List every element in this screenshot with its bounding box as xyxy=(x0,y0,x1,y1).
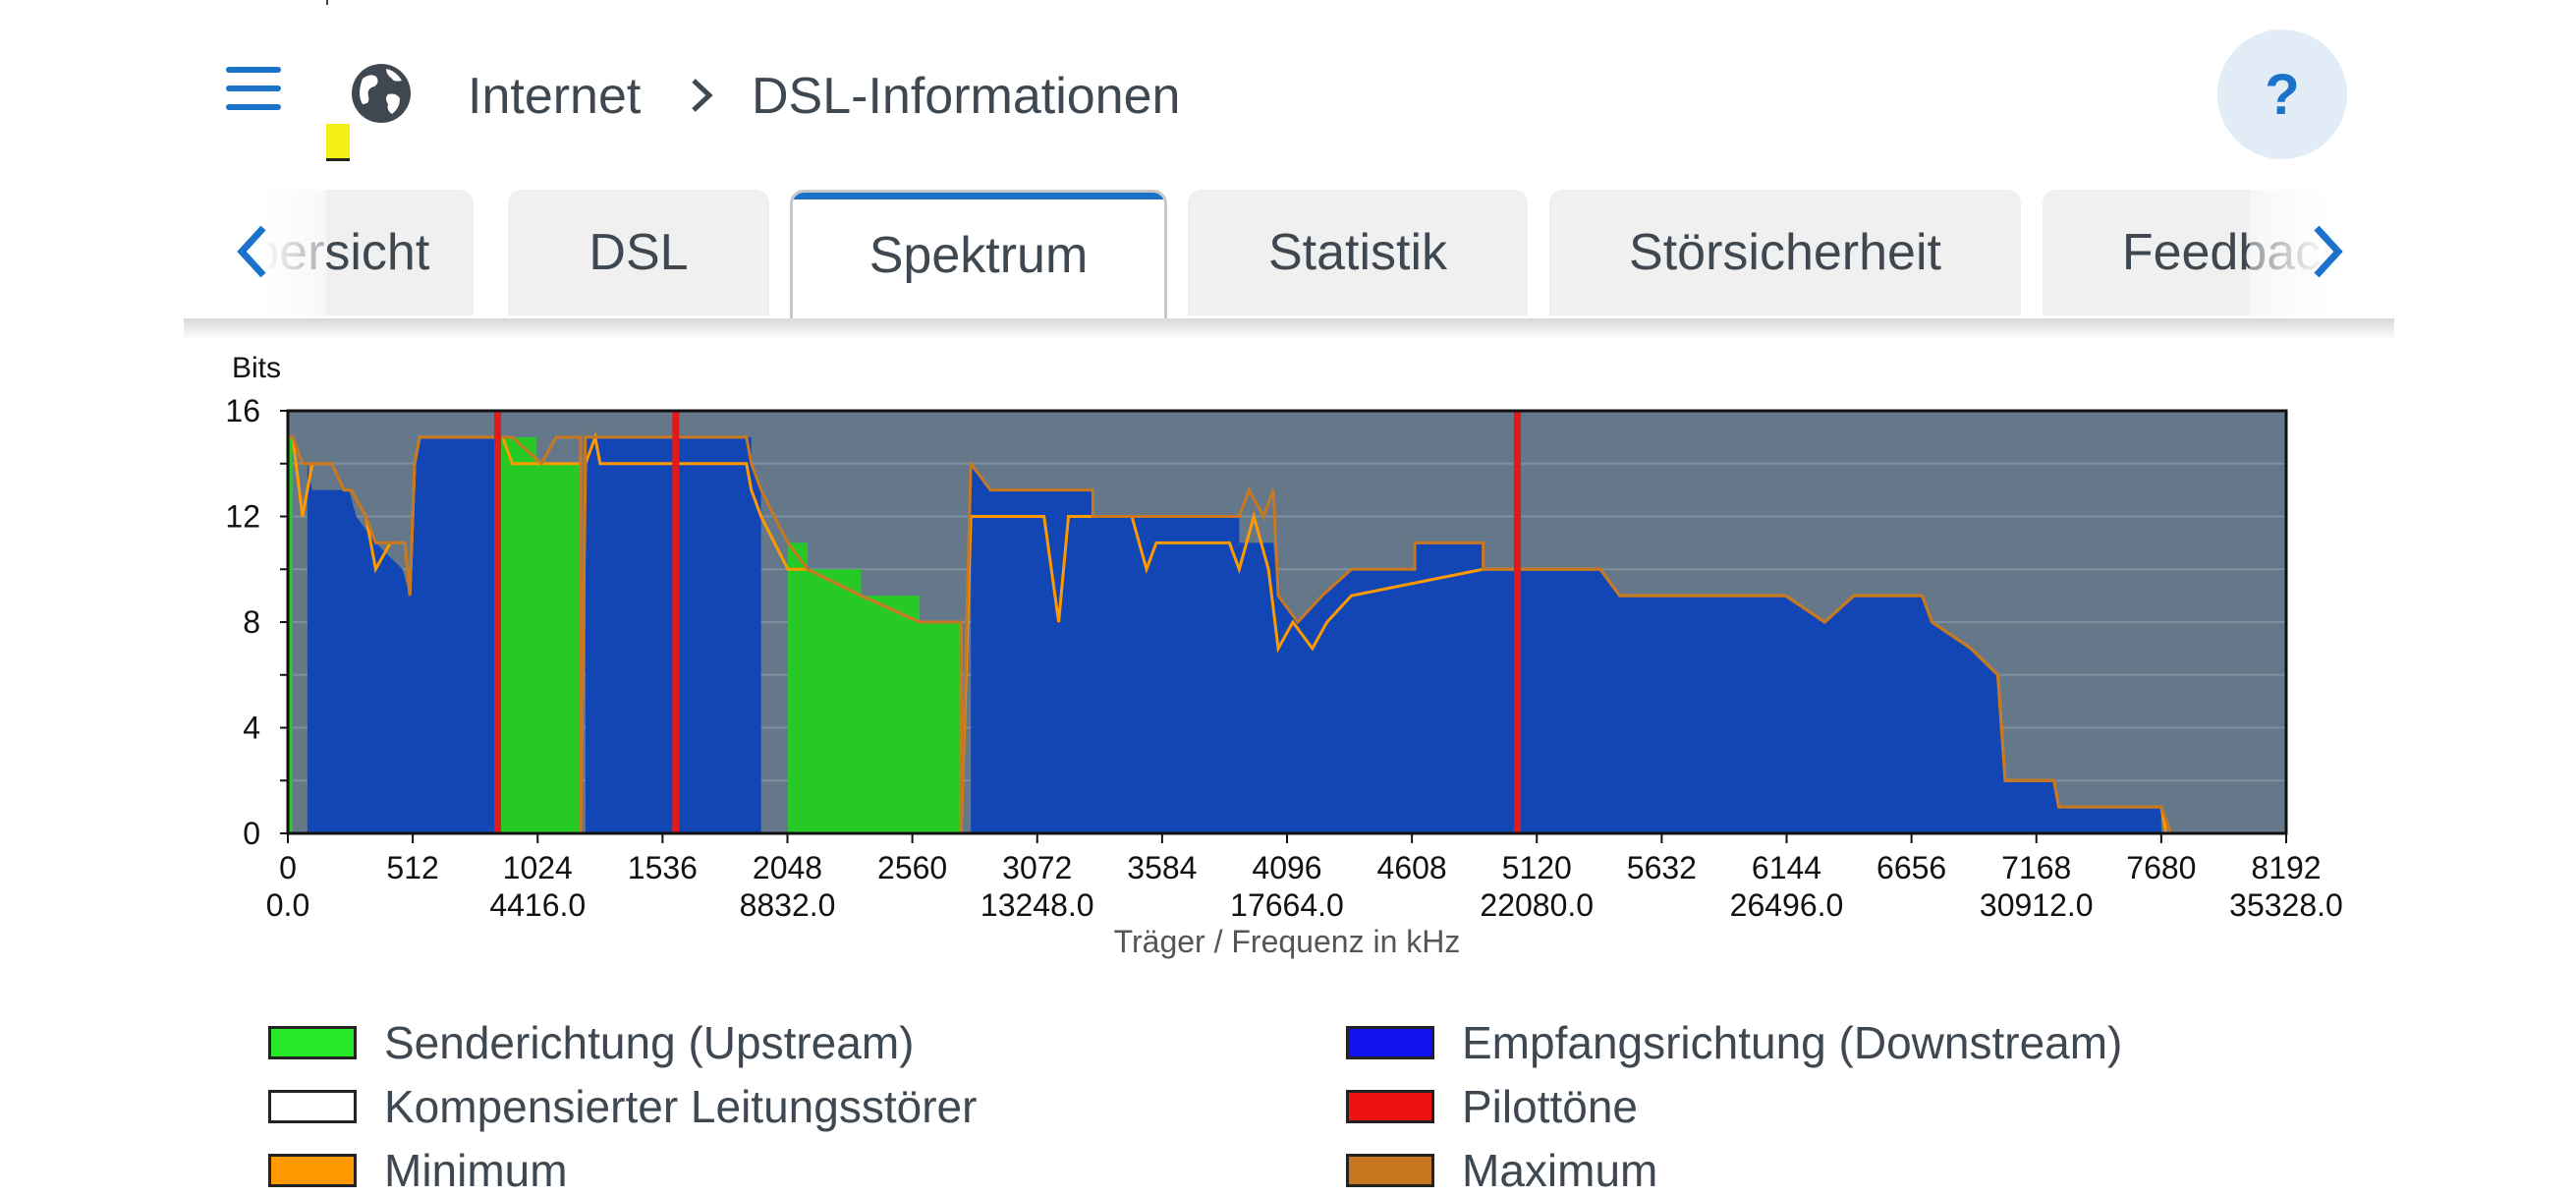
downstream-area xyxy=(307,436,498,833)
legend-upstream: Senderichtung (Upstream) xyxy=(268,1017,915,1068)
legend-swatch xyxy=(1346,1090,1434,1123)
legend-swatch xyxy=(268,1026,357,1059)
tab-spektrum[interactable]: Spektrum xyxy=(790,190,1167,318)
legend-pilot-tones: Pilottöne xyxy=(1346,1081,1639,1132)
legend-label: Kompensierter Leitungsstörer xyxy=(384,1081,978,1132)
legend-label: Maximum xyxy=(1462,1145,1658,1196)
legend-maximum: Maximum xyxy=(1346,1145,1658,1196)
upstream-area xyxy=(787,542,962,833)
legend-swatch xyxy=(268,1154,357,1187)
x-tick-label: 2048 xyxy=(753,850,822,885)
x-tick-label: 4608 xyxy=(1377,850,1447,885)
legend-label: Minimum xyxy=(384,1145,568,1196)
y-tick-label: 0 xyxy=(243,816,260,851)
x-tick-label: 4096 xyxy=(1252,850,1321,885)
chevron-right-icon xyxy=(692,79,713,112)
max-line xyxy=(288,435,2286,835)
freq-tick-label: 4416.0 xyxy=(489,887,586,923)
legend-swatch xyxy=(1346,1026,1434,1059)
freq-tick-label: 17664.0 xyxy=(1230,887,1344,923)
freq-tick-label: 13248.0 xyxy=(980,887,1094,923)
y-axis-label: Bits xyxy=(232,352,281,384)
x-tick-label: 0 xyxy=(279,850,297,885)
freq-tick-label: 0.0 xyxy=(266,887,309,923)
top-edge-tick xyxy=(326,0,328,5)
x-tick-label: 512 xyxy=(386,850,438,885)
legend-label: Senderichtung (Upstream) xyxy=(384,1017,915,1068)
legend-minimum: Minimum xyxy=(268,1145,568,1196)
y-tick-label: 4 xyxy=(243,711,260,746)
tab-bar-shadow xyxy=(184,318,2394,340)
tab-fade-left xyxy=(184,190,326,315)
freq-tick-label: 8832.0 xyxy=(740,887,836,923)
breadcrumb-home[interactable]: Internet xyxy=(468,68,642,125)
x-tick-label: 6656 xyxy=(1876,850,1946,885)
x-tick-label: 6144 xyxy=(1752,850,1821,885)
x-tick-label: 7680 xyxy=(2126,850,2196,885)
chevron-right-icon[interactable] xyxy=(2307,220,2346,283)
y-tick-label: 8 xyxy=(243,604,260,640)
x-tick-label: 3072 xyxy=(1002,850,1072,885)
upstream-area xyxy=(500,436,581,833)
legend-label: Pilottöne xyxy=(1462,1081,1639,1132)
y-tick-label: 16 xyxy=(225,393,260,428)
freq-tick-label: 26496.0 xyxy=(1730,887,1844,923)
x-tick-label: 8192 xyxy=(2251,850,2321,885)
freq-tick-label: 35328.0 xyxy=(2229,887,2343,923)
menu-icon[interactable] xyxy=(226,67,281,112)
help-icon: ? xyxy=(2265,62,2300,127)
page-title: DSL-Informationen xyxy=(752,68,1181,125)
highlight-marker xyxy=(326,124,350,161)
x-tick-label: 5120 xyxy=(1502,850,1572,885)
downstream-area xyxy=(971,463,2161,833)
freq-tick-label: 30912.0 xyxy=(1980,887,2094,923)
legend-compensated: Kompensierter Leitungsstörer xyxy=(268,1081,978,1132)
x-axis-label: Träger / Frequenz in kHz xyxy=(1114,924,1461,959)
help-button[interactable]: ? xyxy=(2217,29,2347,159)
x-tick-label: 1024 xyxy=(503,850,573,885)
x-tick-label: 5632 xyxy=(1627,850,1697,885)
tab-statistik[interactable]: Statistik xyxy=(1188,190,1528,315)
legend-swatch xyxy=(268,1090,357,1123)
tab-fade-right xyxy=(2250,190,2394,315)
tab-dsl[interactable]: DSL xyxy=(508,190,769,315)
legend-label: Empfangsrichtung (Downstream) xyxy=(1462,1017,2123,1068)
chevron-left-icon[interactable] xyxy=(234,220,273,283)
y-tick-label: 12 xyxy=(225,499,260,535)
x-tick-label: 3584 xyxy=(1127,850,1197,885)
freq-tick-label: 22080.0 xyxy=(1480,887,1594,923)
globe-icon xyxy=(352,64,411,123)
x-tick-label: 2560 xyxy=(877,850,947,885)
x-tick-label: 7168 xyxy=(2001,850,2071,885)
legend-downstream: Empfangsrichtung (Downstream) xyxy=(1346,1017,2123,1068)
tab-stoersicherheit[interactable]: Störsicherheit xyxy=(1549,190,2021,315)
x-tick-label: 1536 xyxy=(628,850,698,885)
legend-swatch xyxy=(1346,1154,1434,1187)
